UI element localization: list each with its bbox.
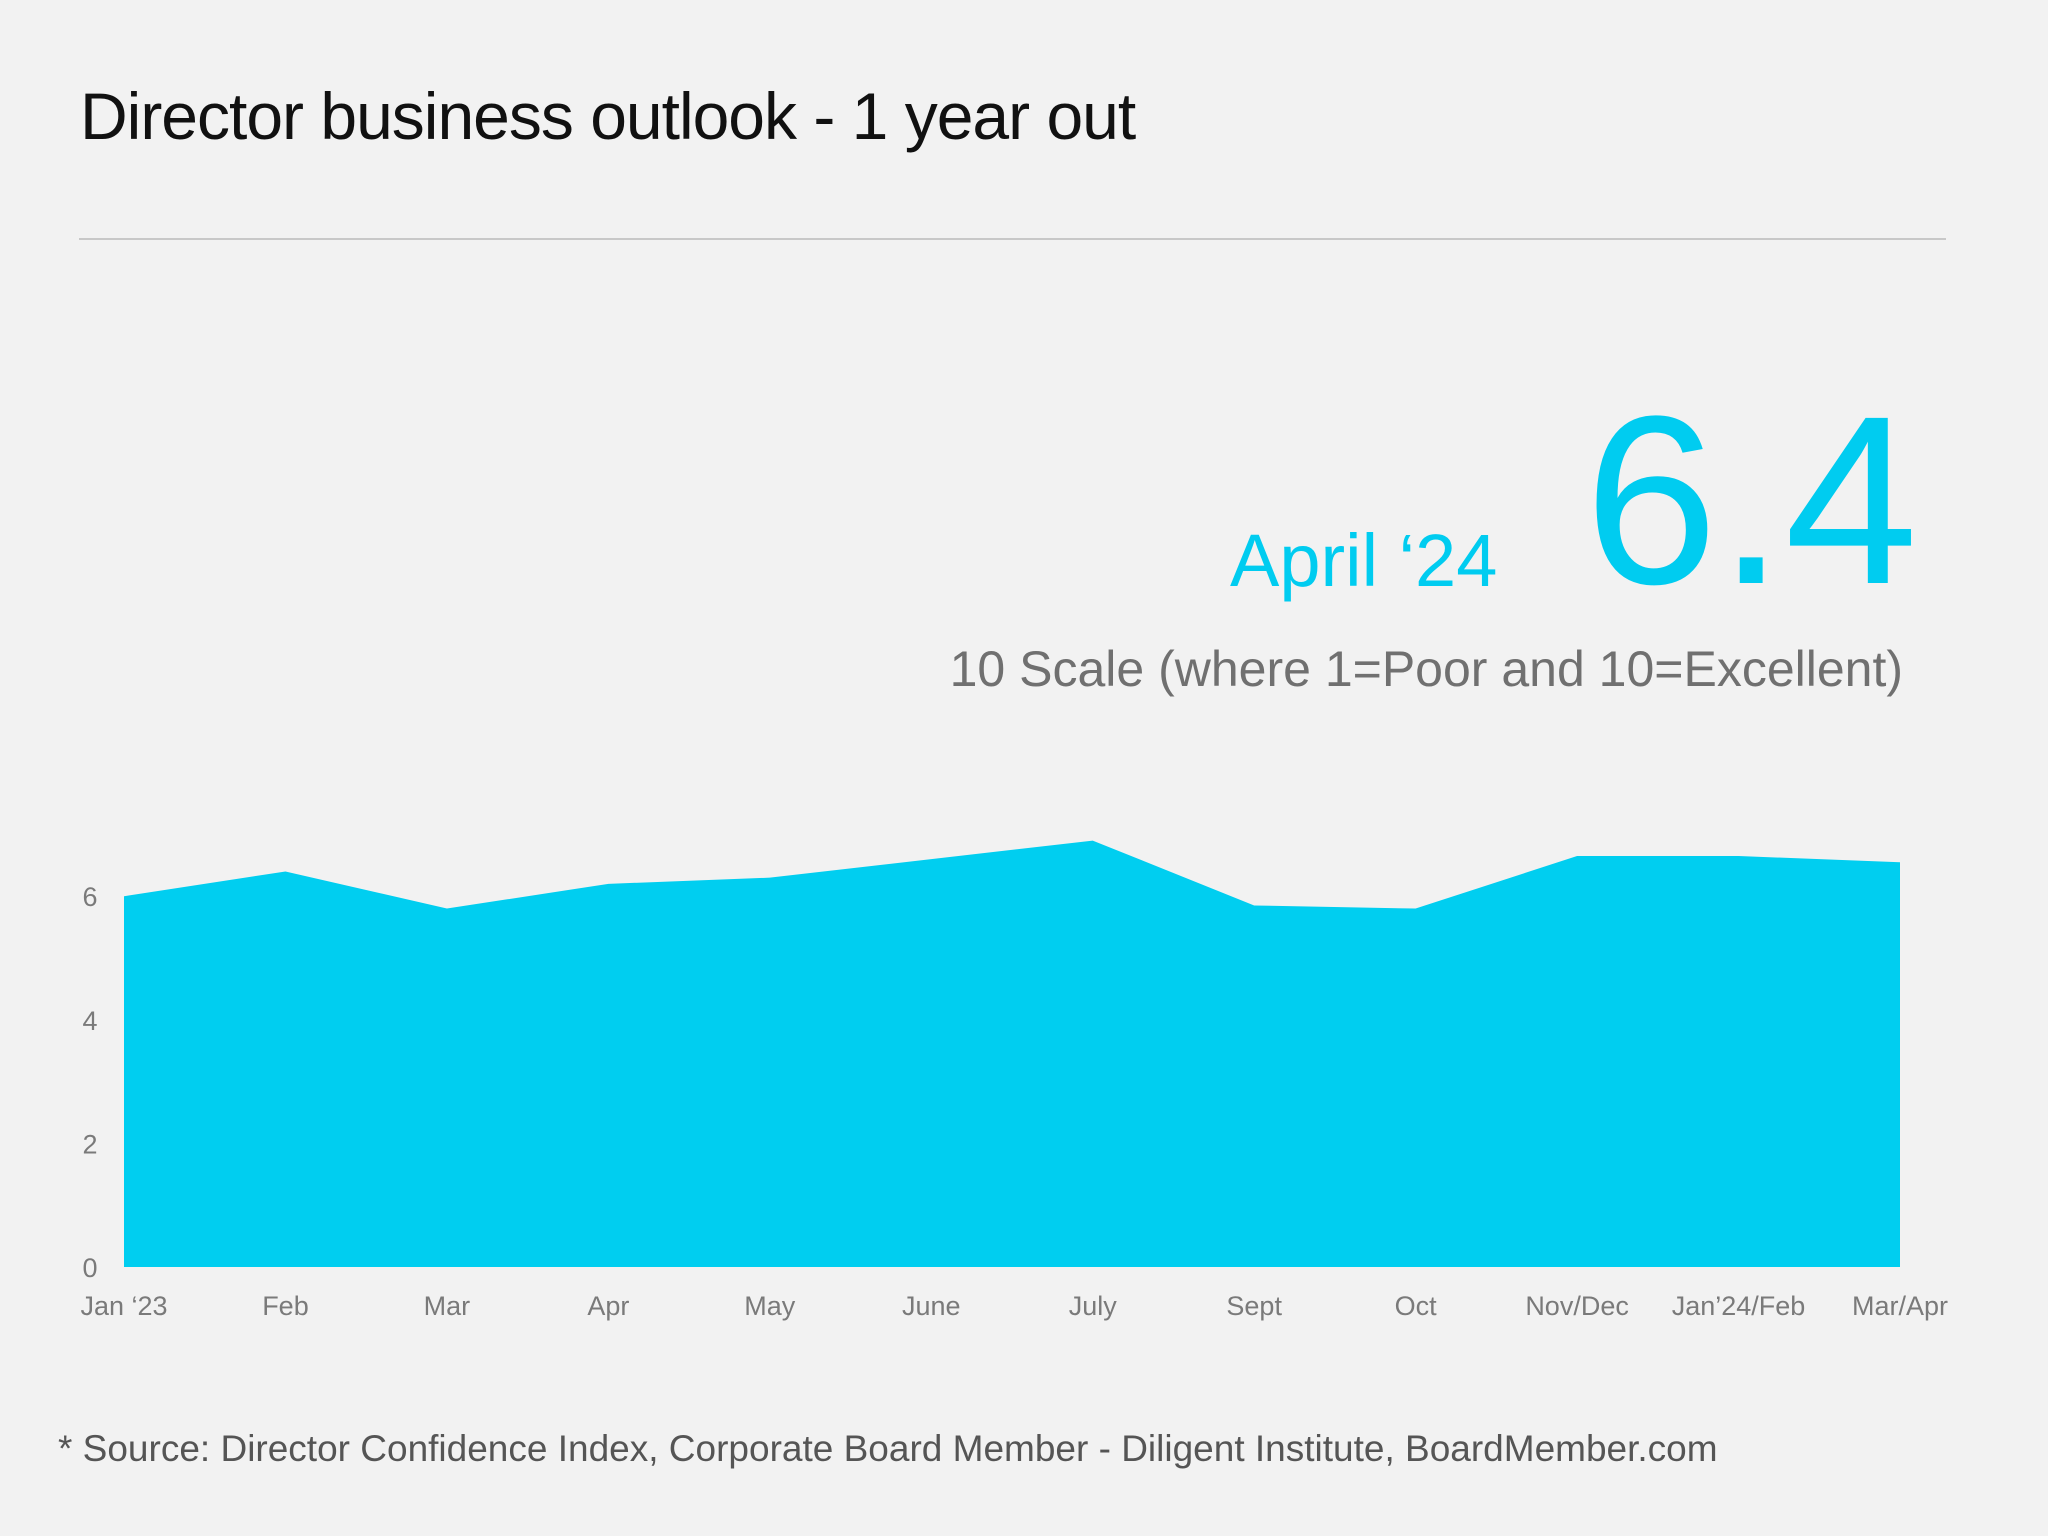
x-axis-ticks: Jan ‘23 Feb Mar Apr May June July Sept Oct Nov/De… [80,1291,1948,1321]
x-tick-label: July [1069,1291,1118,1321]
scale-note: 10 Scale (where 1=Poor and 10=Excellent) [949,641,1903,697]
x-tick-label: Oct [1395,1291,1438,1321]
y-tick-label: 2 [82,1129,97,1159]
x-tick-label: Jan ‘23 [80,1291,167,1321]
y-tick-label: 6 [82,882,97,912]
x-tick-label: Mar [424,1291,471,1321]
outlook-series-area [124,840,1900,1267]
y-axis-ticks: 0 2 4 6 [82,882,97,1283]
y-tick-label: 4 [82,1006,97,1036]
x-tick-label: Apr [587,1291,629,1321]
x-tick-label: Nov/Dec [1525,1291,1629,1321]
x-tick-label: Sept [1226,1291,1282,1321]
title-divider [79,238,1946,240]
y-tick-label: 0 [82,1253,97,1283]
area-layer [124,840,1900,1267]
x-tick-label: June [902,1291,961,1321]
source-note: * Source: Director Confidence Index, Cor… [58,1428,1718,1469]
x-tick-label: Mar/Apr [1852,1291,1948,1321]
chart-title: Director business outlook - 1 year out [80,79,1136,153]
x-tick-label: May [744,1291,796,1321]
x-tick-label: Feb [262,1291,309,1321]
latest-period-label: April ‘24 [1230,519,1498,602]
outlook-area-chart: 0 2 4 6 Jan ‘23 Feb Mar Apr May June July Sept Oct N… [80,840,1948,1321]
latest-score-value: 6.4 [1584,366,1918,634]
x-tick-label: Jan’24/Feb [1672,1291,1806,1321]
